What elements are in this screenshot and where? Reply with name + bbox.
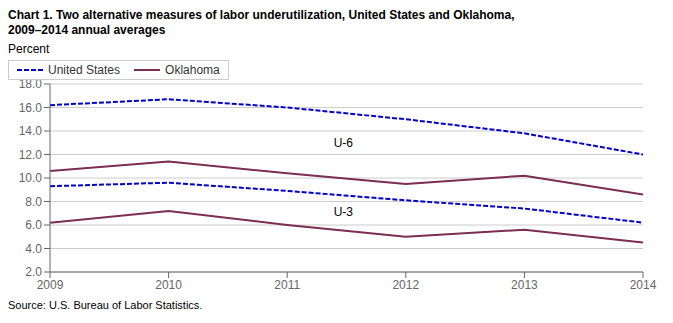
svg-text:2011: 2011	[274, 278, 300, 292]
svg-text:2014: 2014	[630, 278, 657, 292]
svg-text:2.0: 2.0	[25, 265, 42, 279]
html-text:Source: U.S. Bureau of Labor S: Source: U.S. Bureau of Labor Statistics.	[8, 299, 203, 311]
svg-text:2010: 2010	[155, 278, 182, 292]
svg-text:2012: 2012	[392, 278, 419, 292]
svg-text:16.0: 16.0	[19, 101, 43, 115]
html-text:Percent: Percent	[8, 42, 50, 56]
html-text:United States: United States	[48, 63, 120, 77]
svg-text:2009: 2009	[37, 278, 64, 292]
svg-text:U-6: U-6	[334, 136, 354, 150]
svg-text:4.0: 4.0	[25, 242, 42, 256]
svg-text:12.0: 12.0	[19, 148, 43, 162]
svg-text:2013: 2013	[511, 278, 538, 292]
html-text:2009–2014 annual averages: 2009–2014 annual averages	[8, 23, 166, 37]
html-text:Oklahoma: Oklahoma	[165, 63, 220, 77]
svg-text:14.0: 14.0	[19, 124, 43, 138]
html-text:Chart 1. Two alternative measu: Chart 1. Two alternative measures of lab…	[8, 8, 515, 22]
svg-text:U-3: U-3	[334, 205, 354, 219]
svg-text:10.0: 10.0	[19, 171, 43, 185]
svg-text:18.0: 18.0	[19, 77, 43, 91]
svg-text:8.0: 8.0	[25, 195, 42, 209]
svg-text:6.0: 6.0	[25, 218, 42, 232]
